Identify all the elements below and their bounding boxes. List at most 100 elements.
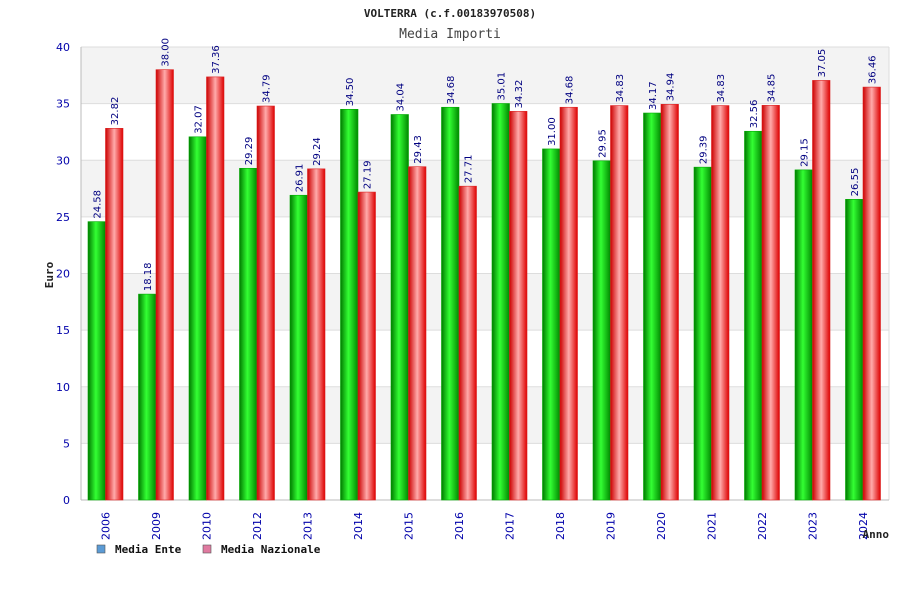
data-label-media-ente-2015: 34.04 [396, 83, 407, 112]
x-tick-label-2017: 2017 [504, 512, 517, 540]
data-label-media-nazionale-2009: 38.00 [161, 38, 172, 67]
x-tick-label-2015: 2015 [403, 512, 416, 540]
bar-media-ente-2006 [87, 221, 106, 501]
legend-swatch-media-ente [96, 544, 106, 554]
data-label-media-ente-2022: 32.56 [749, 100, 760, 129]
x-tick-label-2013: 2013 [302, 512, 315, 540]
bar-media-ente-2019 [592, 160, 611, 501]
data-label-media-ente-2023: 29.15 [800, 138, 811, 167]
data-label-media-nazionale-2019: 34.83 [615, 74, 626, 103]
bar-media-nazionale-2017 [509, 111, 528, 501]
x-tick-label-2014: 2014 [352, 512, 365, 540]
y-tick-label: 35 [56, 98, 70, 111]
data-label-media-nazionale-2020: 34.94 [666, 73, 677, 102]
bar-media-nazionale-2018 [559, 106, 578, 501]
x-tick-label-2022: 2022 [756, 512, 769, 540]
chart-subtitle: Media Importi [399, 27, 501, 42]
y-axis-ticks: 0 5 10 15 20 25 30 35 40 [56, 41, 70, 507]
y-tick-label: 40 [56, 41, 70, 54]
bar-media-ente-2012 [239, 167, 258, 501]
data-label-media-ente-2010: 32.07 [194, 105, 205, 134]
bar-media-ente-2021 [693, 166, 712, 501]
data-label-media-ente-2009: 18.18 [143, 262, 154, 291]
bar-media-nazionale-2015 [408, 166, 427, 501]
data-label-media-ente-2013: 26.91 [295, 164, 306, 193]
bar-media-ente-2010 [188, 136, 207, 501]
bar-media-nazionale-2019 [610, 105, 629, 501]
x-tick-label-2020: 2020 [655, 512, 668, 540]
y-tick-label: 0 [63, 494, 70, 507]
bar-media-ente-2024 [845, 199, 864, 501]
bar-media-nazionale-2021 [711, 105, 730, 501]
data-labels: 24.58 32.82 18.18 38.00 32.07 37.36 29.29 34.79… [93, 38, 879, 291]
data-label-media-nazionale-2021: 34.83 [716, 74, 727, 103]
bar-media-nazionale-2014 [357, 191, 376, 501]
bar-media-nazionale-2009 [155, 69, 174, 501]
data-label-media-nazionale-2022: 34.85 [767, 74, 778, 103]
data-label-media-ente-2018: 31.00 [547, 117, 558, 146]
data-label-media-ente-2017: 35.01 [497, 72, 508, 101]
y-tick-label: 25 [56, 211, 70, 224]
data-label-media-nazionale-2012: 34.79 [262, 74, 273, 103]
x-axis-ticks: 2006 2009 2010 2012 2013 2014 2015 2016 2017 2018… [100, 512, 871, 540]
bar-media-ente-2020 [643, 112, 662, 501]
x-axis-label: Anno [863, 528, 890, 541]
data-label-media-nazionale-2024: 36.46 [868, 55, 879, 84]
x-tick-label-2012: 2012 [251, 512, 264, 540]
data-label-media-nazionale-2013: 29.24 [312, 137, 323, 166]
bar-media-nazionale-2020 [660, 104, 679, 501]
data-label-media-ente-2024: 26.55 [850, 168, 861, 197]
bar-media-ente-2014 [340, 108, 359, 501]
data-label-media-ente-2019: 29.95 [598, 129, 609, 158]
bar-media-ente-2013 [289, 194, 308, 501]
y-tick-label: 15 [56, 324, 70, 337]
y-tick-label: 30 [56, 154, 70, 167]
x-tick-label-2009: 2009 [150, 512, 163, 540]
bar-media-nazionale-2006 [105, 128, 124, 501]
data-label-media-nazionale-2018: 34.68 [565, 76, 576, 105]
y-tick-label: 10 [56, 381, 70, 394]
bar-media-ente-2015 [390, 114, 409, 501]
bar-media-nazionale-2013 [307, 168, 326, 501]
y-tick-label: 5 [63, 437, 70, 450]
x-tick-label-2018: 2018 [554, 512, 567, 540]
bar-media-ente-2022 [744, 130, 763, 501]
bar-media-nazionale-2012 [256, 105, 275, 501]
legend-label-media-ente: Media Ente [115, 543, 182, 556]
data-label-media-ente-2020: 34.17 [648, 81, 659, 110]
x-tick-label-2024: 2024 [857, 512, 870, 540]
y-axis-label: Euro [43, 261, 56, 288]
bar-media-nazionale-2022 [761, 105, 780, 501]
bar-media-nazionale-2024 [862, 86, 881, 501]
data-label-media-ente-2014: 34.50 [345, 78, 356, 107]
chart-title: VOLTERRA (c.f.00183970508) [364, 7, 536, 20]
legend-label-media-nazionale: Media Nazionale [221, 543, 321, 556]
bar-media-ente-2016 [441, 106, 460, 501]
legend-swatch-media-nazionale [202, 544, 212, 554]
x-tick-label-2019: 2019 [605, 512, 618, 540]
bar-media-nazionale-2016 [458, 185, 477, 501]
bars [87, 69, 881, 501]
bar-media-ente-2009 [138, 293, 157, 501]
bar-media-ente-2018 [542, 148, 561, 501]
bar-media-nazionale-2010 [206, 76, 225, 501]
data-label-media-nazionale-2006: 32.82 [110, 97, 121, 126]
bar-media-ente-2017 [491, 103, 510, 501]
data-label-media-nazionale-2017: 34.32 [514, 80, 525, 109]
x-tick-label-2016: 2016 [453, 512, 466, 540]
data-label-media-nazionale-2014: 27.19 [363, 160, 374, 189]
x-tick-label-2006: 2006 [100, 512, 113, 540]
data-label-media-ente-2021: 29.39 [699, 136, 710, 165]
legend: Media Ente Media Nazionale [96, 543, 321, 556]
x-tick-label-2023: 2023 [807, 512, 820, 540]
bar-media-nazionale-2023 [812, 80, 831, 501]
data-label-media-nazionale-2016: 27.71 [464, 155, 475, 184]
x-tick-label-2010: 2010 [201, 512, 214, 540]
data-label-media-ente-2016: 34.68 [446, 76, 457, 105]
data-label-media-nazionale-2023: 37.05 [817, 49, 828, 78]
x-tick-label-2021: 2021 [706, 512, 719, 540]
bar-media-ente-2023 [794, 169, 813, 501]
data-label-media-ente-2012: 29.29 [244, 137, 255, 166]
y-tick-label: 20 [56, 268, 70, 281]
